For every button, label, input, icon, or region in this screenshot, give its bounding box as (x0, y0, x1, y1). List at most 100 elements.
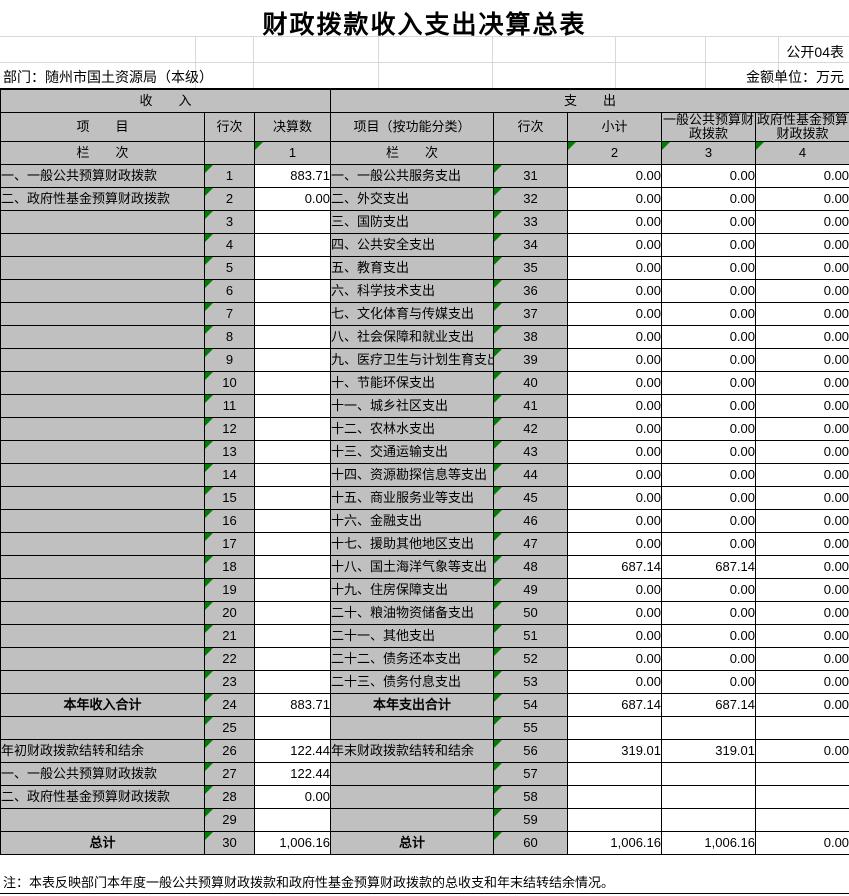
expense-item-cell: 年末财政拨款结转和结余 (330, 739, 494, 763)
expense-subtotal-header: 小计 (567, 112, 662, 142)
expense-line-cell: 45 (493, 486, 568, 510)
income-item-cell: 年初财政拨款结转和结余 (0, 739, 205, 763)
table-row: 二、政府性基金预算财政拨款 28 0.00 58 (0, 785, 849, 809)
table-row: 6 六、科学技术支出 36 0.00 0.00 0.00 (0, 279, 849, 303)
income-line-cell: 26 (204, 739, 255, 763)
income-item-cell (0, 716, 205, 740)
income-value-cell: 1,006.16 (254, 831, 331, 855)
expense-general-cell: 0.00 (661, 417, 756, 441)
income-line-cell: 4 (204, 233, 255, 257)
footnote: 注：本表反映部门本年度一般公共预算财政拨款和政府性基金预算财政拨款的总收支和年末… (0, 872, 849, 894)
expense-item-cell: 本年支出合计 (330, 693, 494, 717)
expense-subtotal-cell: 0.00 (567, 325, 662, 349)
expense-item-cell: 十七、援助其他地区支出 (330, 532, 494, 556)
income-value-cell (254, 279, 331, 303)
expense-line-cell: 53 (493, 670, 568, 694)
income-section-header: 收 入 (0, 88, 331, 113)
expense-subtotal-cell: 0.00 (567, 486, 662, 510)
income-value-cell: 0.00 (254, 187, 331, 211)
column-index-row: 栏 次 1 栏 次 2 3 4 (0, 141, 849, 165)
table-row: 19 十九、住房保障支出 49 0.00 0.00 0.00 (0, 578, 849, 602)
expense-item-cell (330, 785, 494, 809)
expense-general-cell (661, 762, 756, 786)
expense-fund-cell: 0.00 (754, 210, 849, 234)
expense-line-cell: 37 (493, 302, 568, 326)
income-item-cell (0, 302, 205, 326)
expense-general-cell: 0.00 (661, 256, 756, 280)
income-value-cell (254, 670, 331, 694)
table-row: 8 八、社会保障和就业支出 38 0.00 0.00 0.00 (0, 325, 849, 349)
expense-fund-cell (754, 762, 849, 786)
income-value-cell: 122.44 (254, 739, 331, 763)
expense-item-cell: 六、科学技术支出 (330, 279, 494, 303)
section-header-row: 收 入 支 出 (0, 88, 849, 113)
expense-fund-cell: 0.00 (754, 647, 849, 671)
expense-line-cell: 54 (493, 693, 568, 717)
expense-item-cell: 七、文化体育与传媒支出 (330, 302, 494, 326)
expense-item-cell: 九、医疗卫生与计划生育支出 (330, 348, 494, 372)
income-value-cell (254, 348, 331, 372)
expense-general-cell: 1,006.16 (661, 831, 756, 855)
expense-line-cell: 59 (493, 808, 568, 832)
income-value-cell (254, 624, 331, 648)
table-row: 3 三、国防支出 33 0.00 0.00 0.00 (0, 210, 849, 234)
expense-line-cell: 56 (493, 739, 568, 763)
expense-item-cell: 二十一、其他支出 (330, 624, 494, 648)
expense-fund-cell: 0.00 (754, 624, 849, 648)
income-item-cell (0, 371, 205, 395)
expense-line-cell: 50 (493, 601, 568, 625)
income-item-cell: 一、一般公共预算财政拨款 (0, 762, 205, 786)
income-line-cell: 12 (204, 417, 255, 441)
income-value-cell (254, 578, 331, 602)
table-row: 本年收入合计 24 883.71 本年支出合计 54 687.14 687.14 0.00 (0, 693, 849, 717)
expense-fund-cell: 0.00 (754, 325, 849, 349)
expense-line-cell: 36 (493, 279, 568, 303)
expense-item-cell: 二十三、债务付息支出 (330, 670, 494, 694)
expense-subtotal-cell (567, 762, 662, 786)
income-value-cell (254, 256, 331, 280)
income-item-cell: 二、政府性基金预算财政拨款 (0, 187, 205, 211)
expense-general-cell: 0.00 (661, 670, 756, 694)
income-line-cell: 23 (204, 670, 255, 694)
income-line-cell: 11 (204, 394, 255, 418)
expense-fund-header: 政府性基金预算财政拨款 (754, 112, 849, 142)
expense-subtotal-cell (567, 785, 662, 809)
table-row: 18 十八、国土海洋气象等支出 48 687.14 687.14 0.00 (0, 555, 849, 579)
expense-fund-cell: 0.00 (754, 164, 849, 188)
expense-fund-cell: 0.00 (754, 256, 849, 280)
income-index-label: 栏 次 (0, 141, 205, 165)
expense-general-cell (661, 808, 756, 832)
gridline (615, 36, 616, 88)
expense-subtotal-cell: 0.00 (567, 371, 662, 395)
expense-subtotal-cell: 0.00 (567, 233, 662, 257)
expense-fund-cell: 0.00 (754, 693, 849, 717)
expense-fund-cell: 0.00 (754, 532, 849, 556)
expense-general-cell: 0.00 (661, 371, 756, 395)
expense-item-cell: 十三、交通运输支出 (330, 440, 494, 464)
expense-general-cell: 0.00 (661, 210, 756, 234)
income-line-cell: 7 (204, 302, 255, 326)
income-item-cell (0, 233, 205, 257)
income-item-cell (0, 348, 205, 372)
department-label: 部门：随州市国土资源局（本级） (3, 69, 213, 85)
income-value-cell (254, 210, 331, 234)
income-item-cell (0, 463, 205, 487)
expense-item-cell: 二十、粮油物资储备支出 (330, 601, 494, 625)
expense-subtotal-cell: 0.00 (567, 348, 662, 372)
expense-subtotal-cell: 0.00 (567, 187, 662, 211)
income-line-cell: 10 (204, 371, 255, 395)
expense-general-cell: 0.00 (661, 302, 756, 326)
expense-general-cell: 0.00 (661, 348, 756, 372)
expense-subtotal-cell: 0.00 (567, 601, 662, 625)
expense-line-cell: 55 (493, 716, 568, 740)
expense-general-cell: 0.00 (661, 440, 756, 464)
income-value-header: 决算数 (254, 112, 331, 142)
expense-subtotal-cell: 0.00 (567, 647, 662, 671)
income-line-cell: 30 (204, 831, 255, 855)
gridline (195, 36, 196, 88)
expense-line-cell: 34 (493, 233, 568, 257)
income-line-cell: 9 (204, 348, 255, 372)
expense-fund-cell (754, 785, 849, 809)
expense-subtotal-cell: 0.00 (567, 624, 662, 648)
